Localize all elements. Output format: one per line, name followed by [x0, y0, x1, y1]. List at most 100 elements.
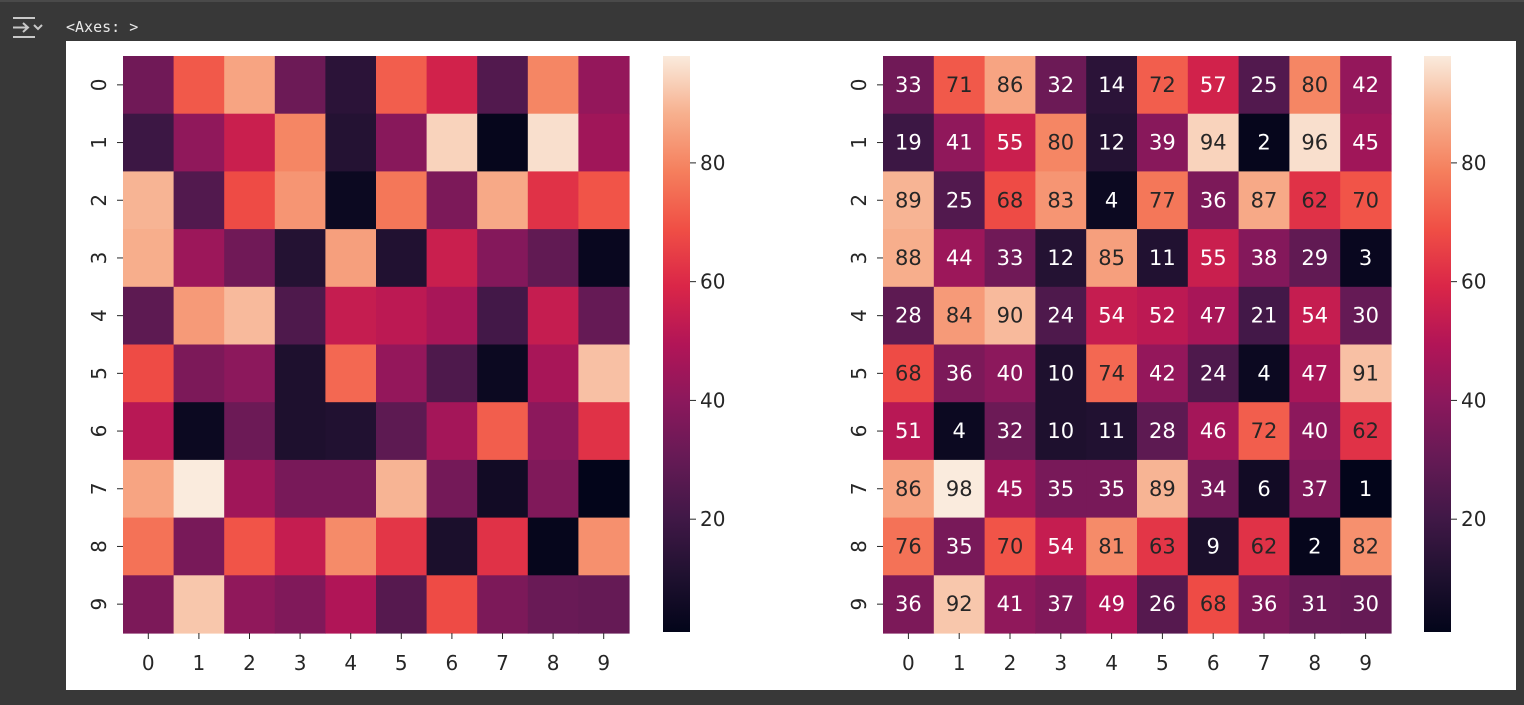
cell-annotation: 36 — [946, 361, 973, 385]
heatmap-cell — [578, 171, 630, 230]
cell-annotation: 72 — [1149, 73, 1176, 97]
heatmap-cell — [325, 113, 377, 172]
heatmap-cell — [1086, 113, 1138, 172]
cell-annotation: 28 — [895, 304, 922, 328]
heatmap-cell — [376, 402, 428, 461]
cell-annotation: 37 — [1301, 477, 1328, 501]
x-tick-label: 4 — [344, 651, 357, 675]
heatmap-cell — [1035, 56, 1087, 115]
colorbar-tick-label: 60 — [700, 270, 725, 294]
heatmap-cell — [1238, 459, 1290, 519]
heatmap-cell — [527, 402, 579, 461]
cell-annotation: 37 — [1047, 592, 1074, 616]
output-label: <Axes: > — [66, 18, 139, 36]
cell-annotation: 71 — [946, 73, 973, 97]
heatmap-cell — [426, 517, 478, 576]
cell-annotation: 25 — [1251, 73, 1278, 97]
cell-annotation: 63 — [1149, 534, 1176, 558]
heatmap-cell — [578, 517, 630, 576]
heatmap-cell — [578, 402, 630, 461]
cell-annotation: 70 — [1352, 188, 1379, 212]
heatmap-cell — [376, 229, 428, 288]
output-expand-icon[interactable] — [10, 14, 46, 42]
heatmap-cell — [173, 286, 225, 346]
heatmap-cell — [325, 459, 377, 519]
cell-annotation: 39 — [1149, 131, 1176, 155]
cell-annotation: 89 — [895, 188, 922, 212]
cell-annotation: 54 — [1047, 534, 1074, 558]
heatmap-cell — [477, 286, 529, 346]
heatmap-cell — [274, 56, 326, 115]
x-tick-label: 2 — [1004, 651, 1017, 675]
cell-annotation: 86 — [997, 73, 1024, 97]
heatmap-cell — [426, 286, 478, 346]
heatmap-cell — [1340, 517, 1392, 576]
heatmap-cell — [984, 517, 1036, 576]
y-tick-label: 1 — [87, 136, 111, 149]
cell-annotation: 6 — [1257, 477, 1270, 501]
heatmap-cell — [123, 286, 175, 346]
heatmap-cell — [173, 171, 225, 230]
heatmap-cell — [224, 517, 276, 576]
heatmap-cell — [1289, 459, 1341, 519]
heatmap-cell — [477, 459, 529, 519]
x-tick-label: 0 — [142, 651, 155, 675]
heatmap-cell — [883, 517, 935, 576]
heatmap-cell — [274, 286, 326, 346]
cell-annotation: 19 — [895, 131, 922, 155]
heatmap-cell — [376, 459, 428, 519]
heatmap-cell — [1340, 113, 1392, 172]
cell-annotation: 80 — [1301, 73, 1328, 97]
cell-annotation: 35 — [1098, 477, 1125, 501]
heatmap-cell — [1086, 459, 1138, 519]
heatmap-cell — [1238, 575, 1290, 634]
cell-annotation: 24 — [1047, 304, 1074, 328]
heatmap-cell — [984, 575, 1036, 634]
heatmap-cell — [1238, 402, 1290, 461]
x-tick-label: 1 — [953, 651, 966, 675]
y-tick-label: 9 — [87, 598, 111, 611]
heatmap-cell — [325, 517, 377, 576]
heatmap-cell — [578, 286, 630, 346]
cell-annotation: 12 — [1098, 131, 1125, 155]
heatmap-cell — [376, 113, 428, 172]
cell-annotation: 30 — [1352, 592, 1379, 616]
cell-annotation: 2 — [1257, 131, 1270, 155]
y-tick-label: 2 — [847, 194, 871, 207]
cell-annotation: 33 — [997, 246, 1024, 270]
heatmap-cell — [173, 517, 225, 576]
heatmap-cell — [578, 113, 630, 172]
heatmap-cell — [224, 344, 276, 403]
heatmap-cell — [477, 229, 529, 288]
heatmap-cell — [1086, 575, 1138, 634]
heatmap-cell — [1187, 459, 1240, 519]
heatmap-panel-1: 0 1 2 3 4 5 6 7 8 9 0 1 2 3 4 5 6 7 8 9 20 40 60 80 — [87, 56, 725, 675]
heatmap-cell — [274, 113, 326, 172]
heatmap-cell — [1035, 517, 1087, 576]
heatmap-cell — [883, 229, 935, 288]
heatmap-cell — [1187, 171, 1240, 230]
cell-annotation: 12 — [1047, 246, 1074, 270]
cell-annotation: 11 — [1098, 419, 1125, 443]
heatmap-cell — [173, 459, 225, 519]
colorbar-tick-label: 60 — [1461, 270, 1486, 294]
cell-annotation: 21 — [1251, 304, 1278, 328]
heatmap-cell — [426, 575, 478, 634]
x-tick-label: 3 — [294, 651, 307, 675]
heatmap-cell — [527, 171, 579, 230]
cell-annotation: 36 — [895, 592, 922, 616]
heatmap-cell — [224, 229, 276, 288]
cell-annotation: 51 — [895, 419, 922, 443]
cell-annotation: 54 — [1301, 304, 1328, 328]
heatmap-cell — [426, 344, 478, 403]
heatmap-cell — [1187, 229, 1240, 288]
heatmap-cell — [1187, 286, 1240, 346]
heatmap-cell — [578, 459, 630, 519]
heatmap-cell — [1238, 517, 1290, 576]
cell-annotation: 74 — [1098, 361, 1125, 385]
heatmap-cell — [123, 402, 175, 461]
cell-annotation: 94 — [1200, 131, 1227, 155]
heatmap-cell — [527, 229, 579, 288]
heatmap-cell — [376, 517, 428, 576]
